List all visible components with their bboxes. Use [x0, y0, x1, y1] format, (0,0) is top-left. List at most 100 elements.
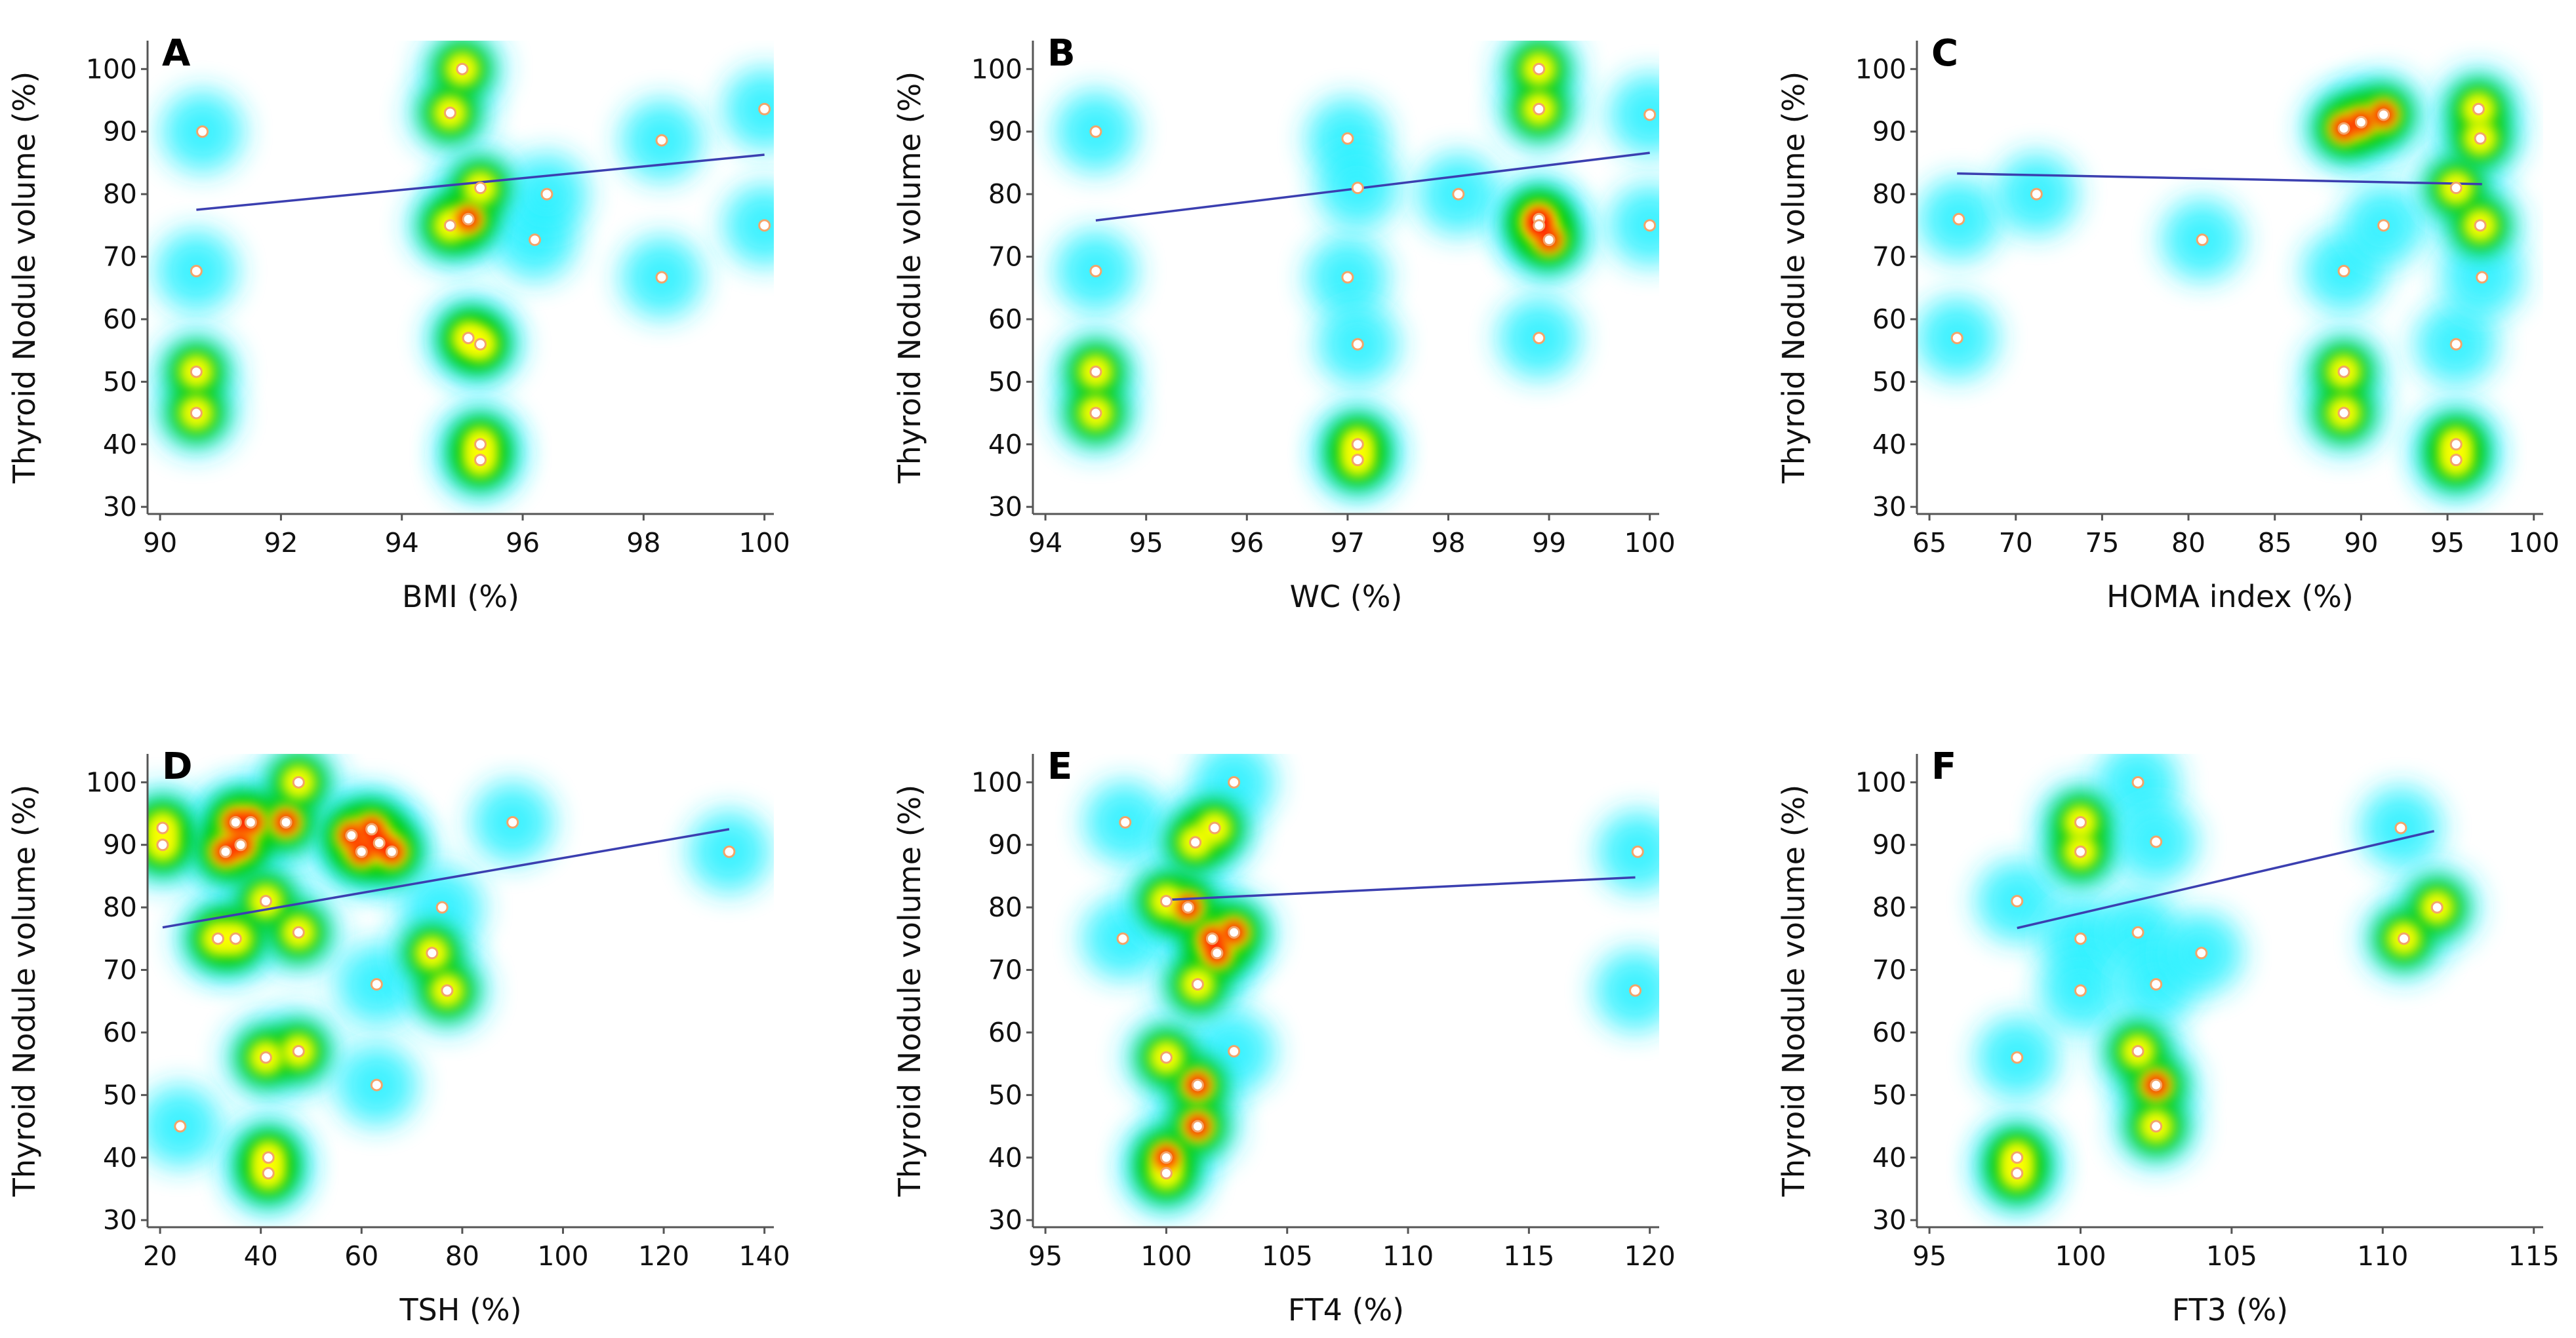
y-tick-label: 60	[103, 304, 137, 335]
x-tick-label: 97	[1331, 527, 1365, 559]
data-point	[219, 845, 232, 858]
y-tick-label: 100	[971, 766, 1022, 798]
x-tick-label: 98	[626, 527, 660, 559]
data-point	[292, 1045, 305, 1058]
panel-b: 30 40 50 60 70 80 90 100 94 95 96 97 98 99 100 WC (%) Th…	[892, 32, 1676, 614]
data-point	[2011, 1151, 2024, 1164]
data-point	[1119, 816, 1132, 829]
data-point	[2394, 821, 2407, 835]
panel-a: 30 40 50 60 70 80 90 100 90 92 94 96 98 100 BMI (%) Thy…	[7, 32, 790, 614]
data-point	[2337, 122, 2350, 135]
y-tick-label: 90	[988, 116, 1022, 148]
y-tick-label: 90	[988, 829, 1022, 861]
density-cloud	[1976, 754, 2478, 1214]
data-point	[462, 212, 475, 226]
panel-letter: B	[1047, 32, 1076, 75]
y-tick-label: 90	[1872, 829, 1906, 861]
density-cloud	[155, 41, 774, 501]
y-tick-label: 70	[988, 954, 1022, 986]
data-point	[190, 406, 203, 420]
data-point	[1228, 1045, 1241, 1058]
y-axis-title: Thyroid Nodule volume (%)	[7, 785, 42, 1197]
y-tick-label: 70	[1872, 954, 1906, 986]
data-point	[758, 102, 771, 115]
y-axis-title: Thyroid Nodule volume (%)	[1776, 785, 1811, 1197]
data-point	[2354, 115, 2367, 128]
regression-line	[162, 828, 730, 929]
y-tick-label: 60	[988, 1017, 1022, 1048]
panel-letter: C	[1931, 32, 1958, 75]
y-tick-label: 100	[1855, 53, 1906, 85]
y-tick-label: 70	[103, 241, 137, 273]
x-tick-label: 95	[2430, 527, 2465, 559]
data-point	[174, 1120, 187, 1133]
y-tick-label: 70	[103, 954, 137, 986]
y-tick-label: 80	[103, 892, 137, 923]
data-point	[1159, 1151, 1173, 1164]
x-tick-label: 65	[1912, 527, 1946, 559]
data-point	[2196, 233, 2209, 246]
y-tick-label: 40	[1872, 429, 1906, 460]
data-point	[435, 901, 449, 914]
x-tick-label: 90	[143, 527, 177, 559]
x-axis-title: FT4 (%)	[1288, 1292, 1404, 1328]
data-point	[190, 365, 203, 378]
data-point	[2074, 845, 2087, 858]
x-tick-label: 90	[2344, 527, 2378, 559]
data-point	[1952, 212, 1965, 226]
data-point	[2150, 1120, 2163, 1133]
y-tick-label: 60	[1872, 1017, 1906, 1048]
y-tick-label: 50	[103, 366, 137, 397]
x-tick-label: 40	[244, 1240, 278, 1272]
x-tick-label: 95	[1129, 527, 1163, 559]
data-point	[443, 219, 456, 232]
y-tick-label: 40	[103, 429, 137, 460]
data-point	[1159, 1051, 1173, 1064]
panel-letter: A	[162, 32, 191, 75]
data-point	[2337, 406, 2350, 420]
data-point	[370, 1078, 383, 1092]
data-point	[1208, 821, 1221, 835]
y-tick-label: 80	[1872, 178, 1906, 210]
x-axis-title: FT3 (%)	[2172, 1292, 2288, 1328]
data-point	[2150, 1078, 2163, 1092]
data-point	[528, 233, 541, 246]
data-point	[156, 821, 169, 835]
data-point	[355, 845, 368, 858]
x-axis-title: HOMA index (%)	[2106, 579, 2354, 614]
data-point	[462, 332, 475, 345]
density-blob	[723, 184, 774, 266]
density-blob	[1597, 811, 1659, 893]
data-point	[1351, 182, 1364, 195]
axes: 30 40 50 60 70 80 90 100 94 95 96 97 98 99 100	[971, 41, 1676, 559]
data-point	[1089, 365, 1102, 378]
x-tick-label: 96	[1230, 527, 1264, 559]
data-point	[2449, 438, 2463, 451]
data-point	[456, 62, 469, 75]
y-tick-label: 90	[103, 829, 137, 861]
data-point	[2150, 977, 2163, 991]
data-point	[1116, 932, 1129, 945]
x-tick-label: 85	[2258, 527, 2292, 559]
x-tick-label: 60	[344, 1240, 378, 1272]
data-point	[1351, 438, 1364, 451]
data-points	[1089, 62, 1657, 467]
data-point	[1452, 187, 1465, 201]
x-tick-label: 75	[2085, 527, 2119, 559]
x-axis-title: WC (%)	[1290, 579, 1403, 614]
data-point	[1191, 1120, 1204, 1133]
data-point	[2074, 816, 2087, 829]
data-point	[2430, 901, 2444, 914]
panel-letter: F	[1931, 745, 1956, 788]
data-point	[2195, 947, 2208, 960]
x-tick-label: 96	[506, 527, 540, 559]
panel-c: 30 40 50 60 70 80 90 100 65 70 75 80 85 90 95 100 HOMA i…	[1776, 32, 2560, 614]
data-point	[292, 776, 305, 789]
data-point	[211, 932, 224, 945]
panel-letter: E	[1047, 745, 1072, 788]
x-tick-label: 92	[264, 527, 298, 559]
data-point	[1089, 264, 1102, 277]
x-tick-label: 94	[385, 527, 419, 559]
density-blob	[723, 68, 774, 150]
